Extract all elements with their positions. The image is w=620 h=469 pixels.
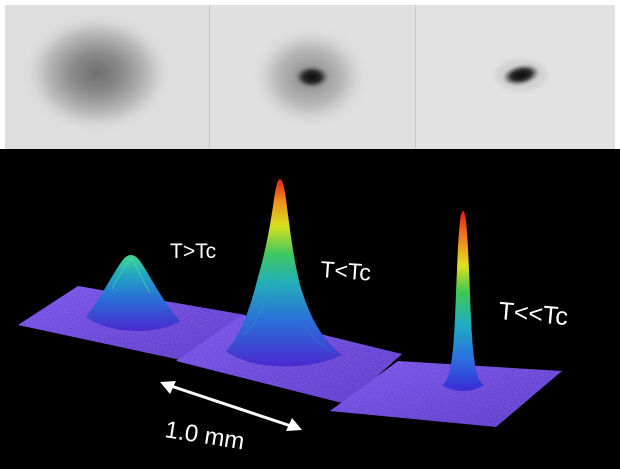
label-far-below-tc: T<<Tc bbox=[497, 297, 569, 331]
thermal-cloud-image bbox=[5, 5, 209, 149]
arrowhead-right-icon bbox=[286, 418, 302, 431]
density-surface-condensate bbox=[330, 211, 562, 427]
label-above-tc: T>Tc bbox=[170, 240, 216, 263]
density-surface-thermal bbox=[18, 255, 246, 362]
partial-condensate-image bbox=[209, 5, 415, 149]
arrowhead-left-icon bbox=[160, 381, 176, 394]
pure-condensate-image bbox=[415, 5, 615, 149]
scale-bar: 1.0 mm bbox=[160, 381, 302, 455]
absorption-images-strip bbox=[5, 5, 615, 149]
density-plots-panel: T>Tc T<Tc T<<Tc 1.0 mm bbox=[0, 149, 620, 469]
scale-bar-label: 1.0 mm bbox=[163, 416, 246, 455]
density-surface-partial bbox=[176, 179, 402, 404]
label-below-tc: T<Tc bbox=[320, 256, 372, 285]
